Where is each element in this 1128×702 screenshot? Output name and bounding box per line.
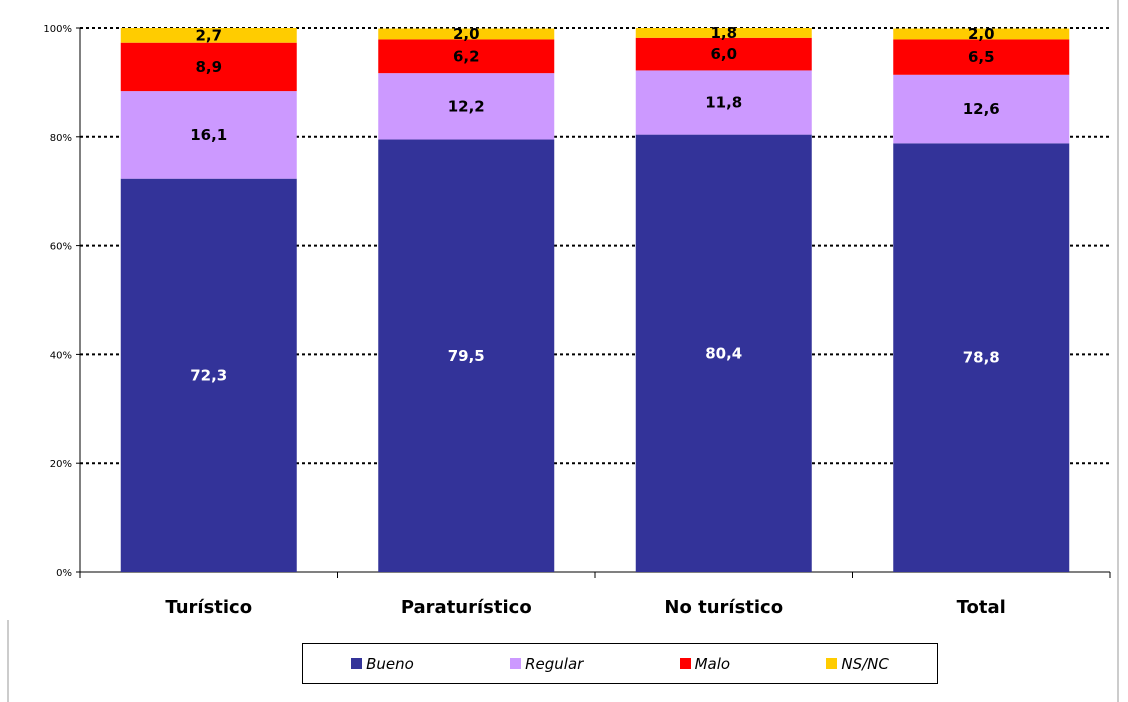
data-label-bueno-total: 78,8 — [963, 349, 1000, 367]
data-label-bueno-turistico: 72,3 — [190, 366, 227, 384]
y-tick-label: 80% — [50, 133, 72, 144]
bar-bueno-total — [893, 143, 1070, 572]
bar-malo-paraturistico — [378, 39, 555, 74]
data-label-malo-no-turistico: 6,0 — [710, 45, 737, 63]
category-label-turistico: Turístico — [165, 597, 252, 618]
legend-swatch — [679, 658, 691, 669]
data-label-ns-nc-turistico: 2,7 — [195, 26, 222, 44]
bar-regular-turistico — [120, 91, 297, 179]
legend-label: Regular — [525, 654, 584, 673]
data-label-malo-turistico: 8,9 — [195, 58, 222, 76]
category-label-total: Total — [957, 597, 1006, 618]
bar-ns-nc-no-turistico — [635, 28, 812, 38]
bar-malo-turistico — [120, 42, 297, 92]
data-label-bueno-paraturistico: 79,5 — [448, 347, 485, 365]
legend-item-ns-nc: NS/NC — [826, 655, 889, 673]
bar-ns-nc-turistico — [120, 28, 297, 43]
bar-malo-total — [893, 39, 1070, 75]
bar-ns-nc-total — [893, 28, 1070, 40]
bar-bueno-turistico — [120, 178, 297, 573]
data-label-bueno-no-turistico: 80,4 — [705, 344, 742, 362]
data-label-regular-paraturistico: 12,2 — [448, 97, 485, 115]
bar-regular-paraturistico — [378, 73, 555, 140]
legend-swatch — [826, 658, 838, 669]
legend-item-bueno: Bueno — [351, 655, 414, 673]
legend-label: Bueno — [366, 654, 414, 673]
bar-bueno-paraturistico — [378, 139, 555, 572]
category-label-paraturistico: Paraturístico — [401, 597, 532, 618]
data-label-ns-nc-paraturistico: 2,0 — [453, 25, 480, 43]
category-label-no-turistico: No turístico — [664, 597, 783, 618]
legend-label: NS/NC — [841, 654, 889, 673]
legend-label: Malo — [694, 654, 731, 673]
legend: Bueno Regular Malo NS/NC — [302, 643, 938, 684]
bar-bueno-no-turistico — [635, 134, 812, 572]
bar-ns-nc-paraturistico — [378, 28, 555, 40]
legend-swatch — [510, 658, 522, 669]
bar-regular-total — [893, 74, 1070, 144]
data-label-regular-no-turistico: 11,8 — [705, 94, 742, 112]
y-tick-label: 0% — [56, 568, 72, 579]
legend-swatch — [351, 658, 363, 669]
y-tick-label: 100% — [43, 24, 72, 35]
data-label-ns-nc-total: 2,0 — [968, 25, 995, 43]
data-label-regular-total: 12,6 — [963, 100, 1000, 118]
bar-malo-no-turistico — [635, 37, 812, 71]
legend-item-regular: Regular — [510, 655, 583, 673]
data-label-ns-nc-no-turistico: 1,8 — [710, 24, 737, 42]
data-label-malo-paraturistico: 6,2 — [453, 47, 480, 65]
bar-regular-no-turistico — [635, 70, 812, 135]
data-label-malo-total: 6,5 — [968, 48, 995, 66]
y-tick-label: 60% — [50, 242, 72, 253]
y-tick-label: 20% — [50, 459, 72, 470]
data-label-regular-turistico: 16,1 — [190, 126, 227, 144]
y-tick-label: 40% — [50, 350, 72, 361]
legend-item-malo: Malo — [679, 654, 731, 673]
